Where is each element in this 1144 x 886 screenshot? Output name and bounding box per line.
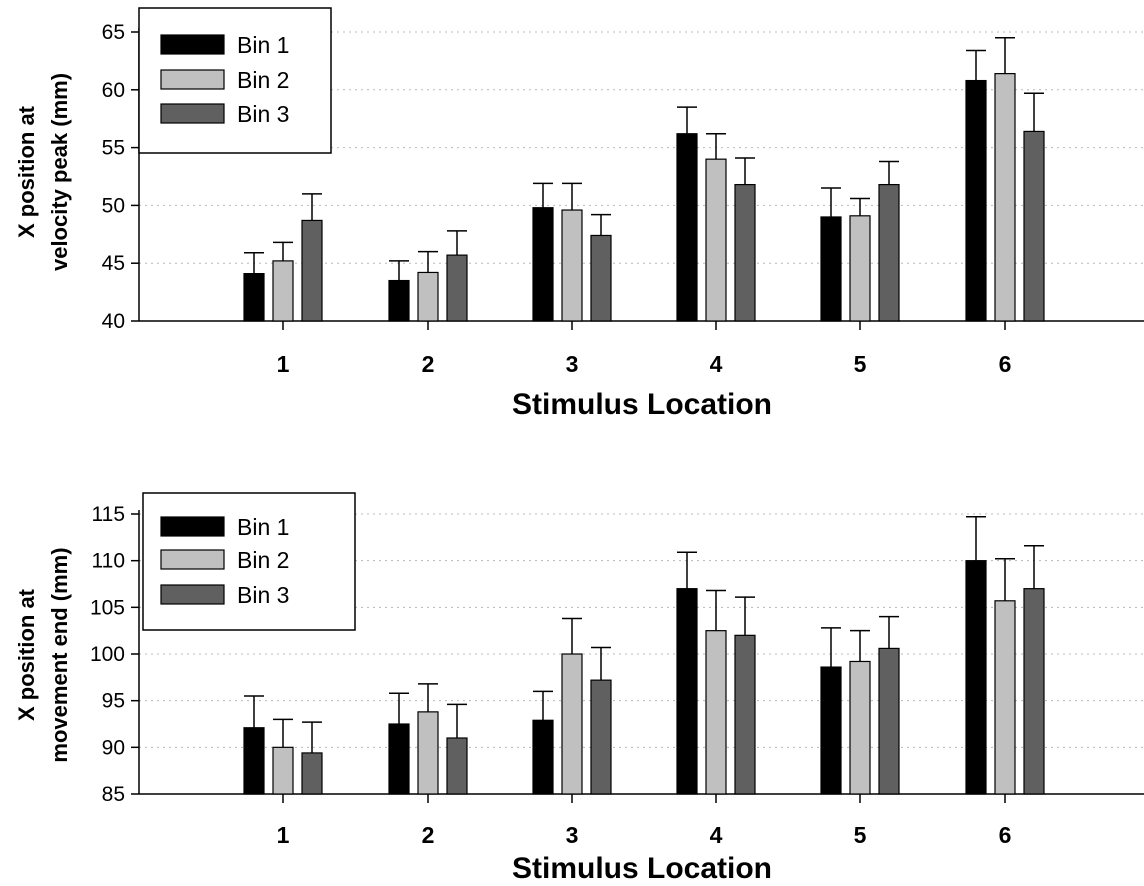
bar xyxy=(272,260,294,322)
x-tick-label: 3 xyxy=(566,351,579,377)
bar xyxy=(301,219,323,322)
legend-label: Bin 2 xyxy=(237,547,289,573)
legend-swatch xyxy=(160,516,225,537)
y-tick-label: 50 xyxy=(102,194,125,217)
bar xyxy=(446,254,468,322)
y-tick-label: 60 xyxy=(102,79,125,102)
bar xyxy=(820,666,842,795)
x-tick-label: 4 xyxy=(710,351,723,377)
legend-label: Bin 1 xyxy=(237,514,289,540)
bar xyxy=(561,653,583,795)
y-axis-title: X position at xyxy=(14,105,39,238)
y-tick-label: 85 xyxy=(102,783,125,806)
bar xyxy=(388,279,410,322)
bar xyxy=(243,273,265,322)
bar xyxy=(1023,588,1045,795)
bar xyxy=(705,158,727,322)
bar xyxy=(1023,130,1045,322)
bar xyxy=(388,723,410,795)
bar xyxy=(994,600,1016,795)
legend-label: Bin 2 xyxy=(237,67,289,93)
bar xyxy=(561,209,583,322)
bar xyxy=(878,183,900,322)
bar xyxy=(994,73,1016,322)
bar xyxy=(676,588,698,795)
legend-label: Bin 3 xyxy=(237,101,289,127)
x-tick-label: 2 xyxy=(422,822,435,848)
legend: Bin 1 Bin 2 Bin 3 xyxy=(142,492,356,631)
legend-swatch xyxy=(160,584,225,605)
y-tick-label: 105 xyxy=(90,596,125,619)
y-tick-label: 100 xyxy=(90,643,125,666)
y-axis-title: X position at xyxy=(14,588,39,721)
y-tick-label: 95 xyxy=(102,690,125,713)
x-tick-label: 6 xyxy=(999,351,1012,377)
bar xyxy=(878,647,900,795)
bar xyxy=(734,634,756,795)
bar xyxy=(272,746,294,795)
bar xyxy=(849,215,871,322)
bar xyxy=(820,216,842,322)
y-axis-title: movement end (mm) xyxy=(47,547,72,762)
legend-label: Bin 1 xyxy=(237,32,289,58)
y-tick-label: 55 xyxy=(102,137,125,160)
bar xyxy=(590,679,612,795)
bar xyxy=(705,630,727,795)
bar xyxy=(734,183,756,322)
bar xyxy=(532,207,554,322)
y-tick-label: 40 xyxy=(102,310,125,333)
legend-label: Bin 3 xyxy=(237,582,289,608)
x-tick-label: 6 xyxy=(999,822,1012,848)
x-tick-label: 2 xyxy=(422,351,435,377)
legend-swatch xyxy=(160,34,225,55)
y-tick-label: 45 xyxy=(102,252,125,275)
x-axis-title: Stimulus Location xyxy=(512,388,772,421)
x-tick-label: 1 xyxy=(277,351,290,377)
bar xyxy=(849,660,871,795)
legend-swatch xyxy=(160,69,225,90)
x-tick-label: 5 xyxy=(854,822,867,848)
bar xyxy=(532,719,554,795)
bar xyxy=(965,79,987,322)
legend-swatch xyxy=(160,549,225,570)
y-tick-label: 115 xyxy=(92,503,125,526)
bar xyxy=(417,711,439,795)
bar xyxy=(301,752,323,795)
bar xyxy=(965,560,987,795)
y-axis-title: velocity peak (mm) xyxy=(47,73,72,271)
x-tick-label: 1 xyxy=(277,822,290,848)
x-tick-label: 3 xyxy=(566,822,579,848)
x-tick-label: 4 xyxy=(710,822,723,848)
bar xyxy=(417,271,439,322)
legend-swatch xyxy=(160,103,225,124)
x-axis-title: Stimulus Location xyxy=(512,852,772,885)
bar xyxy=(446,737,468,795)
chart-panel-2: 85 90 95 100 105 110 115 1 2 3 4 5 6 Stimulus Locatio… xyxy=(14,492,1144,885)
y-tick-label: 110 xyxy=(92,550,125,573)
y-tick-label: 65 xyxy=(102,21,125,44)
x-tick-label: 5 xyxy=(854,351,867,377)
bar xyxy=(676,133,698,322)
bar xyxy=(590,234,612,322)
y-tick-label: 90 xyxy=(102,736,125,759)
bar xyxy=(243,727,265,795)
legend: Bin 1 Bin 2 Bin 3 xyxy=(138,7,332,154)
